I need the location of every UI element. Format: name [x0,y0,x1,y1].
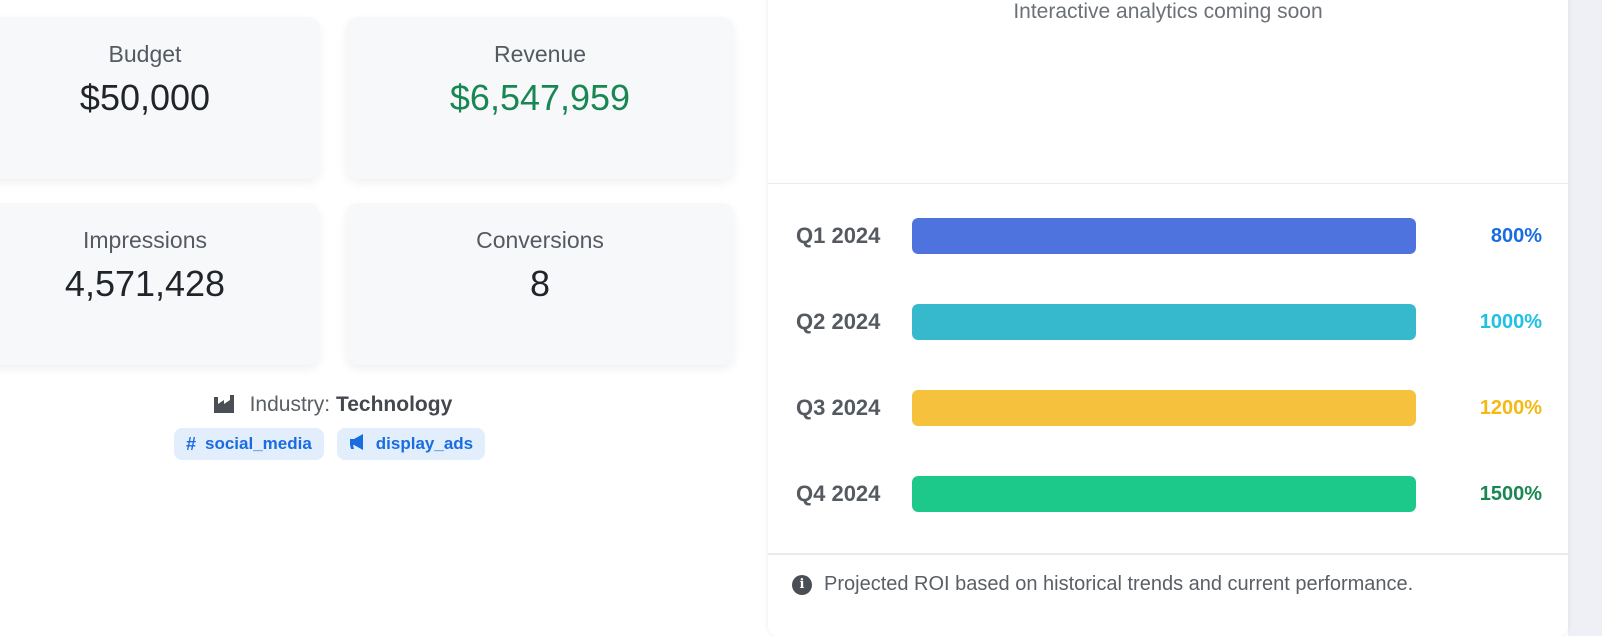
budget-card: Budget $50,000 [0,17,320,179]
revenue-card: Revenue $6,547,959 [346,17,734,179]
divider [768,183,1568,184]
roi-projection-card: Interactive analytics coming soon Q1 202… [768,0,1568,636]
roi-progress-bar [912,304,1416,340]
analytics-placeholder-text: Interactive analytics coming soon [1013,0,1323,23]
budget-value: $50,000 [79,77,211,118]
industry-label: Industry: [249,393,331,416]
revenue-value: $6,547,959 [449,77,631,118]
roi-footer-text: Projected ROI based on historical trends… [824,573,1414,595]
roi-row-q1: Q1 2024 800% [796,216,1542,256]
hashtag-icon: # [186,433,197,454]
budget-label: Budget [108,41,182,67]
revenue-label: Revenue [493,41,587,67]
roi-value: 1500% [1479,482,1542,505]
info-icon: i [792,574,812,595]
conversions-card: Conversions 8 [346,203,734,365]
bullhorn-icon [349,433,367,455]
tag-social-media[interactable]: # social_media [174,428,324,460]
conversions-value: 8 [529,263,551,304]
industry-info: Industry: Technology [0,393,666,417]
channel-tags: # social_media display_ads [174,428,486,460]
industry-icon [213,395,236,413]
impressions-value: 4,571,428 [64,263,226,304]
roi-row-q4: Q4 2024 1500% [796,474,1542,514]
roi-progress-bar [912,476,1416,512]
roi-footer-note: i Projected ROI based on historical tren… [792,573,1413,596]
roi-label: Q2 2024 [796,309,881,334]
roi-progress-bar [912,218,1416,254]
impressions-card: Impressions 4,571,428 [0,203,320,365]
tag-label: display_ads [375,434,474,453]
conversions-label: Conversions [476,227,604,253]
roi-progress-fill [912,390,1416,426]
tag-display-ads[interactable]: display_ads [336,428,486,460]
roi-value: 1200% [1479,396,1542,419]
industry-value: Technology [335,393,453,416]
tag-label: social_media [205,434,312,453]
roi-row-q3: Q3 2024 1200% [796,388,1542,428]
roi-label: Q1 2024 [796,223,881,248]
roi-progress-fill [912,304,1416,340]
roi-progress-bar [912,390,1416,426]
roi-row-q2: Q2 2024 1000% [796,302,1542,342]
roi-value: 800% [1490,224,1542,247]
page-background [1568,0,1602,636]
roi-label: Q4 2024 [796,481,881,506]
roi-progress-fill [912,218,1416,254]
divider [768,553,1568,555]
impressions-label: Impressions [83,227,207,253]
roi-value: 1000% [1479,310,1542,333]
roi-label: Q3 2024 [796,395,881,420]
roi-progress-fill [912,476,1416,512]
